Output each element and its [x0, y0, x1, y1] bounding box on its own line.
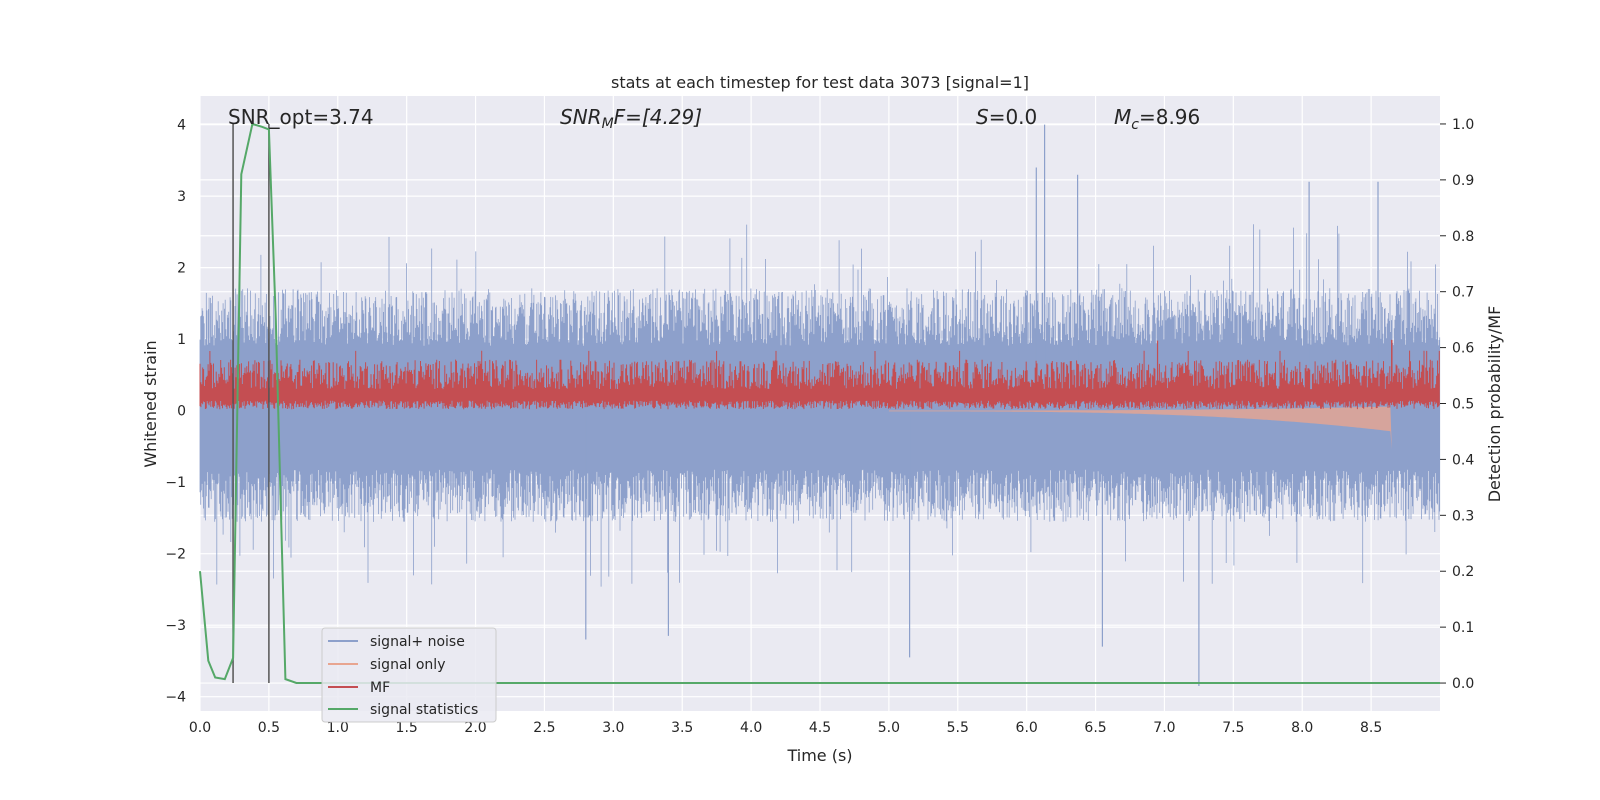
annotation-snr-mf: SNRMF=[4.29]	[560, 105, 702, 132]
x-tick-label: 3.0	[602, 720, 624, 736]
legend: signal+ noise signal only MF signal stat…	[321, 627, 497, 723]
y-axis-label: Whitened strain	[141, 340, 160, 467]
y2-tick-label: 0.8	[1452, 229, 1474, 245]
series-signal-statistics	[199, 122, 1440, 684]
statistics-line	[199, 122, 1440, 684]
chirp-envelope	[888, 406, 1392, 450]
legend-label-signal-only: signal only	[370, 657, 445, 673]
y2-tick-label: 0.0	[1452, 676, 1474, 692]
x-tick-label: 0.0	[189, 720, 211, 736]
x-tick-label: 0.5	[258, 720, 280, 736]
y2-tick-label: 0.1	[1452, 620, 1474, 636]
y2-tick-label: 1.0	[1452, 117, 1474, 133]
annotation-snr-opt: SNR_opt=3.74	[228, 105, 374, 129]
x-axis-label: Time (s)	[786, 746, 852, 765]
legend-box	[321, 627, 497, 723]
mf-trace	[199, 350, 1440, 410]
noise-spikes	[585, 124, 1379, 686]
y-tick-label: −1	[165, 475, 186, 491]
y-tick-label: −4	[165, 690, 186, 706]
x-tick-label: 7.5	[1222, 720, 1244, 736]
x-axis-ticks: 0.0 0.5 1.0 1.5 2.0 2.5 3.0 3.5 4.0 4.5 5.0 5.5 6.0 6…	[189, 720, 1382, 736]
x-tick-label: 3.5	[671, 720, 693, 736]
series-signal-only	[888, 406, 1392, 450]
y-tick-label: −2	[165, 547, 186, 563]
legend-label-signal-statistics: signal statistics	[370, 702, 478, 718]
x-tick-label: 8.5	[1360, 720, 1382, 736]
legend-label-mf: MF	[370, 680, 390, 696]
x-tick-label: 4.0	[740, 720, 762, 736]
y-tick-label: 3	[177, 189, 186, 205]
y2-axis-label: Detection probability/MF	[1485, 306, 1504, 503]
x-tick-label: 5.0	[878, 720, 900, 736]
y2-tick-label: 0.6	[1452, 341, 1474, 357]
vertical-markers	[232, 123, 270, 684]
x-tick-label: 7.0	[1153, 720, 1175, 736]
y-tick-label: 0	[177, 404, 186, 420]
x-tick-label: 8.0	[1291, 720, 1313, 736]
chart-title: stats at each timestep for test data 307…	[611, 73, 1029, 92]
series-mf	[199, 339, 1440, 410]
y-tick-label: 4	[177, 118, 186, 134]
y-axis-ticks: 4 3 2 1 0 −1 −2 −3 −4	[165, 118, 186, 706]
x-tick-label: 2.0	[464, 720, 486, 736]
y2-axis-ticks: 1.0 0.9 0.8 0.7 0.6 0.5 0.4 0.3 0.2 0.1 0.0	[1440, 117, 1474, 692]
x-tick-label: 4.5	[809, 720, 831, 736]
legend-label-signal-noise: signal+ noise	[370, 634, 465, 650]
y2-tick-label: 0.9	[1452, 173, 1474, 189]
x-tick-label: 1.5	[396, 720, 418, 736]
x-tick-label: 6.0	[1016, 720, 1038, 736]
x-tick-label: 5.5	[947, 720, 969, 736]
y-tick-label: 1	[177, 332, 186, 348]
y-tick-label: −3	[165, 618, 186, 634]
y2-tick-label: 0.4	[1452, 452, 1474, 468]
x-tick-label: 1.0	[327, 720, 349, 736]
annotation-mc: Mc=8.96	[1114, 105, 1200, 133]
y2-tick-label: 0.7	[1452, 285, 1474, 301]
y2-tick-label: 0.5	[1452, 397, 1474, 413]
annotation-s: S=0.0	[976, 105, 1037, 129]
x-tick-label: 2.5	[533, 720, 555, 736]
x-tick-label: 6.5	[1084, 720, 1106, 736]
y2-tick-label: 0.3	[1452, 508, 1474, 524]
y2-tick-label: 0.2	[1452, 564, 1474, 580]
y-tick-label: 2	[177, 261, 186, 277]
